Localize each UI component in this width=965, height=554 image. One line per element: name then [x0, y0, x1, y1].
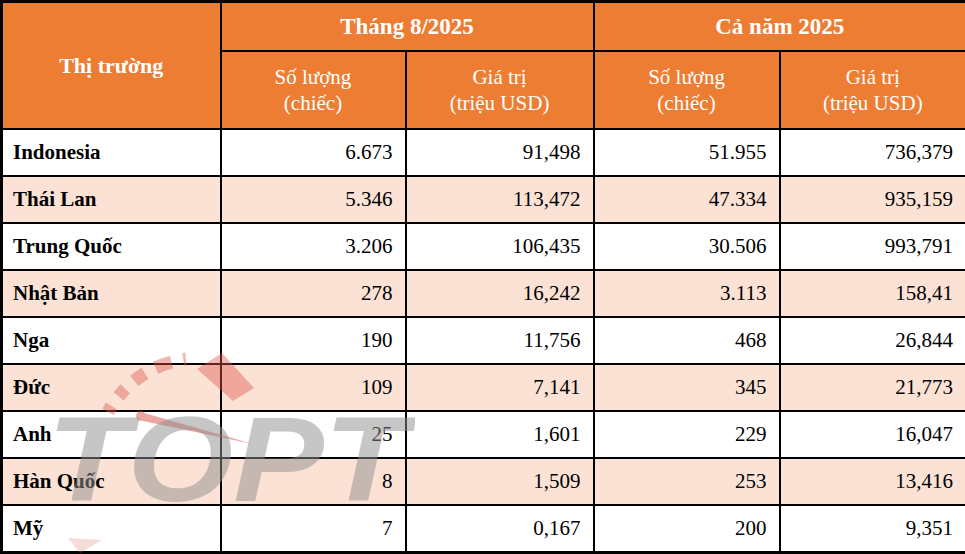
qty-august-cell: 8	[221, 458, 406, 505]
subheader-unit: (chiếc)	[596, 90, 778, 116]
qty-august-cell: 25	[221, 411, 406, 458]
column-header-market: Thị trường	[2, 2, 221, 130]
subheader-line: Giá trị	[408, 64, 592, 90]
value-august-cell: 7,141	[406, 364, 594, 411]
qty-august-cell: 109	[221, 364, 406, 411]
value-year-cell: 21,773	[780, 364, 965, 411]
market-cell: Trung Quốc	[2, 223, 221, 270]
market-cell: Indonesia	[2, 129, 221, 176]
export-table-graphic: Thị trường Tháng 8/2025 Cả năm 2025 Số l…	[0, 0, 965, 554]
subheader-unit: (chiếc)	[223, 90, 404, 116]
value-year-cell: 993,791	[780, 223, 965, 270]
column-header-qty-august: Số lượng (chiếc)	[221, 51, 406, 129]
value-august-cell: 16,242	[406, 270, 594, 317]
market-cell: Anh	[2, 411, 221, 458]
subheader-unit: (triệu USD)	[408, 90, 592, 116]
qty-august-cell: 3.206	[221, 223, 406, 270]
value-august-cell: 0,167	[406, 505, 594, 552]
value-year-cell: 13,416	[780, 458, 965, 505]
table-row-duc: Đức 109 7,141 345 21,773	[2, 364, 965, 411]
qty-year-cell: 47.334	[594, 176, 780, 223]
qty-august-cell: 6.673	[221, 129, 406, 176]
value-august-cell: 1,509	[406, 458, 594, 505]
table-row-thai-lan: Thái Lan 5.346 113,472 47.334 935,159	[2, 176, 965, 223]
market-cell: Nga	[2, 317, 221, 364]
value-year-cell: 736,379	[780, 129, 965, 176]
table-row-han-quoc: Hàn Quốc 8 1,509 253 13,416	[2, 458, 965, 505]
value-year-cell: 26,844	[780, 317, 965, 364]
qty-august-cell: 7	[221, 505, 406, 552]
market-cell: Hàn Quốc	[2, 458, 221, 505]
value-august-cell: 1,601	[406, 411, 594, 458]
export-table: Thị trường Tháng 8/2025 Cả năm 2025 Số l…	[0, 0, 965, 554]
table-row-anh: Anh 25 1,601 229 16,047	[2, 411, 965, 458]
value-august-cell: 91,498	[406, 129, 594, 176]
column-header-value-year: Giá trị (triệu USD)	[780, 51, 965, 129]
qty-year-cell: 345	[594, 364, 780, 411]
subheader-unit: (triệu USD)	[782, 90, 965, 116]
market-cell: Mỹ	[2, 505, 221, 552]
qty-year-cell: 200	[594, 505, 780, 552]
value-august-cell: 11,756	[406, 317, 594, 364]
table-row-trung-quoc: Trung Quốc 3.206 106,435 30.506 993,791	[2, 223, 965, 270]
column-header-value-august: Giá trị (triệu USD)	[406, 51, 594, 129]
qty-year-cell: 51.955	[594, 129, 780, 176]
value-year-cell: 16,047	[780, 411, 965, 458]
value-year-cell: 935,159	[780, 176, 965, 223]
table-row-my: Mỹ 7 0,167 200 9,351	[2, 505, 965, 552]
value-august-cell: 113,472	[406, 176, 594, 223]
qty-year-cell: 468	[594, 317, 780, 364]
qty-august-cell: 278	[221, 270, 406, 317]
value-year-cell: 158,41	[780, 270, 965, 317]
column-group-full-year-2025: Cả năm 2025	[594, 2, 965, 52]
qty-august-cell: 5.346	[221, 176, 406, 223]
table-row-nhat-ban: Nhật Bản 278 16,242 3.113 158,41	[2, 270, 965, 317]
qty-year-cell: 3.113	[594, 270, 780, 317]
market-cell: Thái Lan	[2, 176, 221, 223]
value-august-cell: 106,435	[406, 223, 594, 270]
qty-year-cell: 30.506	[594, 223, 780, 270]
market-cell: Nhật Bản	[2, 270, 221, 317]
subheader-line: Giá trị	[782, 64, 965, 90]
subheader-line: Số lượng	[223, 64, 404, 90]
value-year-cell: 9,351	[780, 505, 965, 552]
header-group-row: Thị trường Tháng 8/2025 Cả năm 2025	[2, 2, 965, 52]
subheader-line: Số lượng	[596, 64, 778, 90]
qty-year-cell: 229	[594, 411, 780, 458]
table-row-indonesia: Indonesia 6.673 91,498 51.955 736,379	[2, 129, 965, 176]
qty-august-cell: 190	[221, 317, 406, 364]
column-header-qty-year: Số lượng (chiếc)	[594, 51, 780, 129]
market-cell: Đức	[2, 364, 221, 411]
qty-year-cell: 253	[594, 458, 780, 505]
table-row-nga: Nga 190 11,756 468 26,844	[2, 317, 965, 364]
column-group-august-2025: Tháng 8/2025	[221, 2, 594, 52]
